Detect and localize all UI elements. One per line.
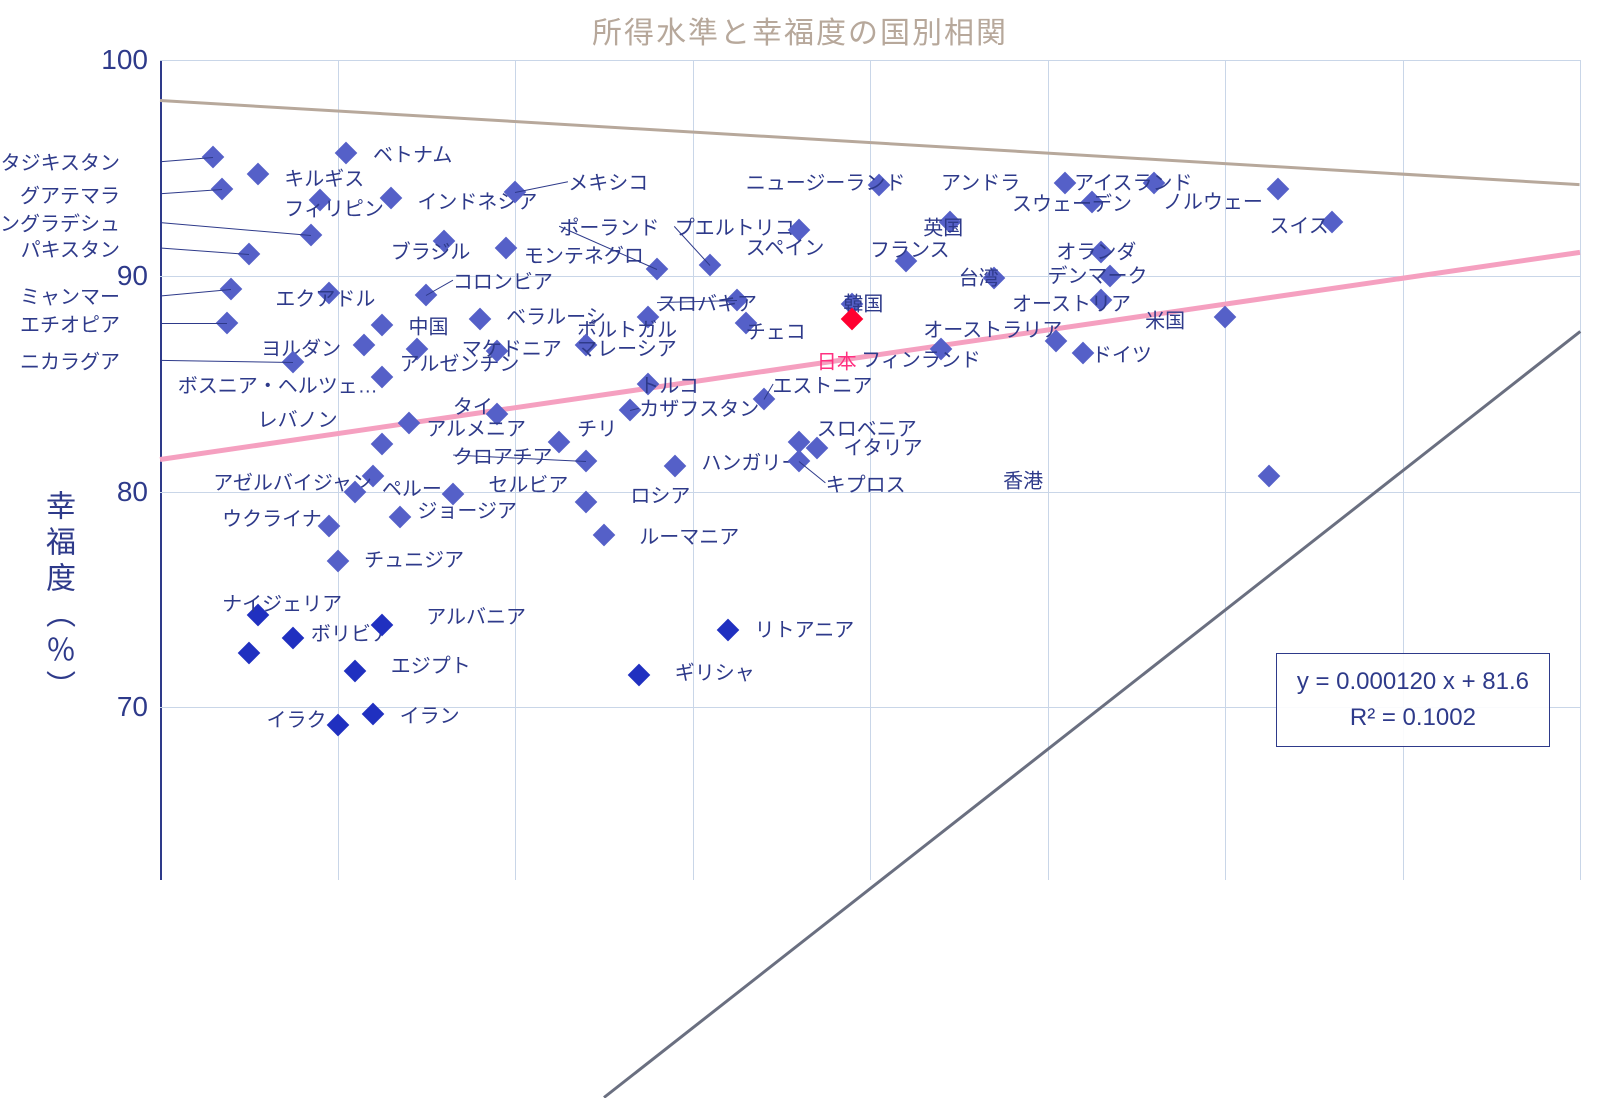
y-axis-label: 幸福度（％） <box>35 490 79 706</box>
gridline-v <box>693 60 694 880</box>
data-point <box>575 491 598 514</box>
point-label: モンテネグロ <box>524 240 644 269</box>
plot-area: 708090100タジキスタンキルギスグアテマラベトナムフィリピンインドネシアメ… <box>160 60 1580 880</box>
data-point <box>371 314 394 337</box>
point-label: レバノン <box>258 404 338 433</box>
point-label: キプロス <box>826 468 906 497</box>
point-label: ギリシャ <box>675 656 755 685</box>
point-label: イタリア <box>843 432 922 461</box>
point-label: ニカラグア <box>20 345 120 374</box>
point-label: アルメニア <box>426 412 526 441</box>
data-point <box>1267 178 1290 201</box>
point-label: メキシコ <box>568 166 648 195</box>
point-label: オーストリア <box>1012 287 1131 316</box>
data-point <box>388 506 411 529</box>
point-label: ノルウェー <box>1163 186 1263 215</box>
point-label: イラク <box>267 704 327 733</box>
point-label: 台湾 <box>959 261 999 290</box>
point-label: フィンランド <box>861 343 981 372</box>
data-point <box>468 308 491 331</box>
point-label: エジプト <box>391 650 471 679</box>
data-point <box>1214 305 1237 328</box>
point-label: ハンガリー <box>701 447 801 476</box>
leader-line <box>799 461 826 483</box>
point-label: チェコ <box>746 315 806 344</box>
point-label: バングラデシュ <box>0 207 120 236</box>
data-point <box>353 334 376 357</box>
point-label: ドイツ <box>1092 339 1152 368</box>
point-label: ニュージーランド <box>746 166 906 195</box>
data-point <box>717 618 740 641</box>
y-axis-line <box>160 60 162 880</box>
point-label: エクアドル <box>275 283 375 312</box>
point-label: スイス <box>1269 210 1328 239</box>
ytick-label: 100 <box>101 44 148 76</box>
point-label: セルビア <box>488 468 568 497</box>
point-label: ポーランド <box>559 212 659 241</box>
ytick-label: 90 <box>117 260 148 292</box>
leader-line <box>160 248 249 255</box>
gridline-v <box>1580 60 1581 880</box>
data-point <box>237 642 260 665</box>
gridline-v <box>1048 60 1049 880</box>
point-label: 香港 <box>1003 464 1043 493</box>
equation-line: R² = 0.1002 <box>1297 700 1529 736</box>
point-label: アンドラ <box>941 166 1020 195</box>
point-label: 英国 <box>923 212 963 241</box>
point-label: キルギス <box>284 162 364 191</box>
data-point <box>371 433 394 456</box>
regression-equation-box: y = 0.000120 x + 81.6R² = 0.1002 <box>1276 653 1550 747</box>
point-label: ロシア <box>630 479 690 508</box>
point-label: ボスニア・ヘルツェ… <box>178 369 378 398</box>
point-label: 日本 <box>817 345 857 374</box>
data-point <box>663 454 686 477</box>
point-label: チリ <box>577 412 617 441</box>
point-label: エチオピア <box>20 309 120 338</box>
data-point <box>1258 465 1281 488</box>
point-label: コロンビア <box>453 266 553 295</box>
data-point <box>326 549 349 572</box>
data-point <box>246 163 269 186</box>
data-point <box>326 713 349 736</box>
data-point <box>344 659 367 682</box>
ytick-label: 80 <box>117 476 148 508</box>
point-label: マレーシア <box>577 333 677 362</box>
point-label: カザフスタン <box>639 393 759 422</box>
point-label: スペイン <box>746 231 825 260</box>
point-label: ジョージア <box>417 494 517 523</box>
point-label: 中国 <box>409 311 449 340</box>
data-point <box>282 627 305 650</box>
point-label: ナイジェリア <box>222 587 342 616</box>
point-label: ヨルダン <box>261 333 341 362</box>
data-point <box>397 411 420 434</box>
point-label: グアテマラ <box>20 179 120 208</box>
data-point <box>628 664 651 687</box>
data-point <box>362 703 385 726</box>
point-label: ウクライナ <box>222 503 322 532</box>
point-label: 米国 <box>1145 304 1185 333</box>
point-label: ブラジル <box>391 235 471 264</box>
point-label: リトアニア <box>755 613 855 642</box>
point-label: マケドニア <box>462 333 562 362</box>
chart-title: 所得水準と幸福度の国別相関 <box>592 8 1008 52</box>
point-label: チュニジア <box>364 544 464 573</box>
point-label: デンマーク <box>1048 259 1148 288</box>
leader-line <box>160 289 231 296</box>
point-label: ミャンマー <box>20 281 120 310</box>
point-label: タジキスタン <box>1 147 120 176</box>
equation-line: y = 0.000120 x + 81.6 <box>1297 664 1529 700</box>
point-label: アルバニア <box>426 600 526 629</box>
point-label: パキスタン <box>21 233 120 262</box>
point-label: オーストラリア <box>923 313 1062 342</box>
point-label: フィリピン <box>284 192 384 221</box>
point-label: ベトナム <box>373 138 452 167</box>
point-label: ルーマニア <box>639 520 739 549</box>
point-label: イラン <box>400 699 460 728</box>
ytick-label: 70 <box>117 691 148 723</box>
gridline-v <box>1225 60 1226 880</box>
data-point <box>592 523 615 546</box>
leader-line <box>160 222 311 236</box>
